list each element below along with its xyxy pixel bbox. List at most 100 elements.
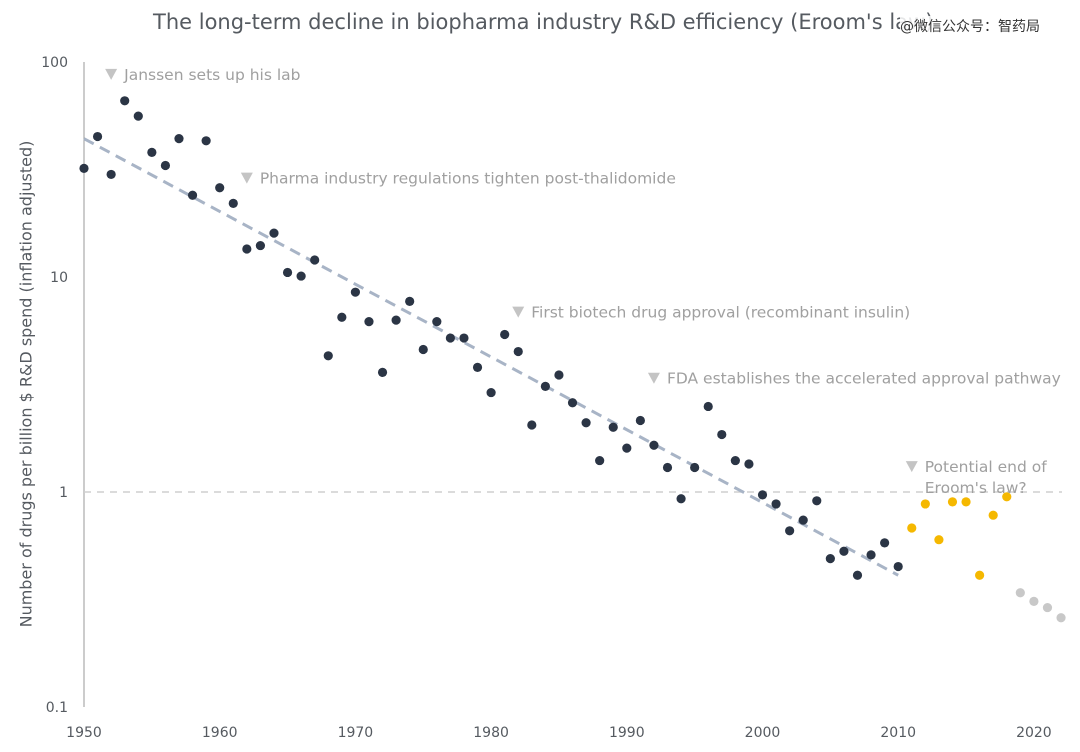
data-point [635, 415, 645, 426]
data-point [201, 136, 211, 146]
data-point [459, 333, 469, 343]
data-point [432, 317, 442, 327]
data-point [839, 546, 849, 556]
data-point [649, 440, 659, 450]
annotation-label: First biotech drug approval (recombinant… [531, 304, 910, 322]
annotation-marker-icon [240, 172, 253, 184]
data-point [771, 499, 781, 509]
data-point [1002, 492, 1012, 502]
data-point [228, 198, 238, 208]
annotation-label: Potential end of [925, 458, 1047, 476]
data-point [825, 554, 835, 564]
data-point [920, 499, 930, 509]
data-point [527, 420, 537, 430]
x-tick-label: 1960 [202, 725, 238, 741]
data-point [242, 244, 252, 254]
y-tick-label: 100 [41, 55, 68, 71]
data-point [120, 96, 130, 106]
data-point [92, 131, 103, 142]
data-point [595, 455, 605, 466]
annotation-label: Pharma industry regulations tighten post… [260, 170, 676, 188]
data-point [947, 497, 958, 507]
y-tick-label: 10 [50, 270, 68, 286]
axes: 0.1 1 10 100 1950 1960 1970 1980 1990 2000 2010 202… [41, 55, 1051, 741]
x-tick-label: 2010 [880, 725, 916, 741]
data-point [988, 510, 998, 520]
data-point [934, 535, 944, 545]
y-tick-label: 0.1 [46, 700, 68, 716]
data-point [961, 497, 971, 507]
data-point [255, 240, 266, 251]
data-point [690, 462, 700, 473]
annotation-marker-icon [105, 68, 118, 80]
x-tick-label: 1990 [609, 725, 645, 741]
annotation-marker-icon [905, 461, 918, 473]
data-point [852, 570, 863, 580]
y-tick-label: 1 [59, 485, 68, 501]
data-point [622, 443, 632, 453]
data-point [282, 267, 293, 278]
data-point [730, 455, 740, 466]
data-point [174, 134, 184, 144]
trend-line [83, 137, 899, 577]
data-point [269, 228, 279, 238]
data-point [445, 333, 455, 343]
data-point [798, 515, 808, 525]
data-point [1015, 588, 1025, 598]
data-point [296, 271, 306, 281]
data-point [486, 387, 496, 398]
x-tick-label: 1950 [66, 725, 102, 741]
data-point [513, 346, 523, 357]
data-point [717, 429, 727, 440]
annotations: Janssen sets up his lab Pharma industry r… [105, 66, 1061, 497]
trendline-layer [83, 137, 899, 577]
data-point [812, 496, 822, 506]
annotation-marker-icon [647, 372, 660, 384]
data-point [79, 163, 89, 173]
data-point [662, 462, 673, 473]
data-point [866, 550, 876, 560]
data-point [567, 398, 578, 408]
data-point [975, 570, 985, 580]
x-tick-label: 1980 [473, 725, 509, 741]
data-point [581, 418, 591, 428]
data-point [418, 344, 428, 355]
data-point [880, 538, 890, 548]
x-tick-label: 2020 [1016, 725, 1052, 741]
data-point [337, 312, 347, 322]
data-point [310, 255, 320, 265]
data-point [133, 111, 143, 121]
data-point [391, 315, 401, 325]
data-point [472, 362, 483, 372]
annotation-label: Eroom's law? [925, 479, 1027, 497]
data-point [160, 160, 171, 171]
data-point [703, 401, 713, 412]
annotation-label: Janssen sets up his lab [123, 66, 300, 84]
data-points [79, 96, 1066, 623]
data-point [405, 296, 415, 307]
data-point [323, 351, 333, 361]
data-point [608, 422, 618, 432]
data-point [1029, 596, 1039, 606]
data-point [676, 494, 686, 504]
data-point [187, 190, 198, 200]
data-point [377, 367, 388, 377]
data-point [785, 526, 795, 536]
x-tick-label: 2000 [745, 725, 781, 741]
data-point [350, 287, 360, 297]
data-point [744, 459, 754, 469]
data-point [1042, 602, 1053, 613]
annotation-label: FDA establishes the accelerated approval… [667, 370, 1061, 388]
data-point [554, 370, 564, 380]
watermark: @微信公众号：智药局 [900, 16, 1040, 36]
x-tick-label: 1970 [338, 725, 374, 741]
data-point [540, 381, 550, 391]
data-point [757, 490, 768, 500]
y-axis-label: Number of drugs per billion $ R&D spend … [16, 140, 36, 628]
data-point [1056, 613, 1066, 623]
data-point [500, 329, 510, 340]
data-point [893, 561, 903, 572]
data-point [147, 147, 157, 157]
data-point [364, 317, 374, 327]
